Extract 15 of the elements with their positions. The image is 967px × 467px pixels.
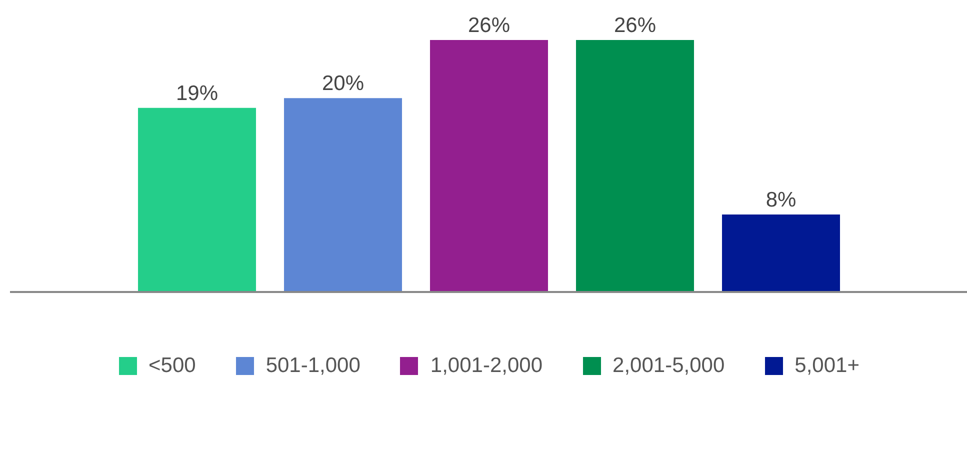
legend-label: 1,001-2,000	[430, 354, 543, 378]
data-label: 26%	[468, 14, 510, 37]
data-label: 8%	[766, 188, 796, 212]
bar	[722, 214, 840, 292]
bar	[576, 40, 694, 292]
legend-label: <500	[148, 354, 196, 378]
bar	[430, 40, 548, 292]
data-label: 19%	[176, 82, 218, 105]
legend-label: 2,001-5,000	[612, 354, 725, 378]
bar	[138, 108, 256, 292]
data-label: 20%	[322, 72, 364, 96]
bar	[284, 98, 402, 292]
legend-label: 501-1,000	[266, 354, 360, 378]
data-label: 26%	[614, 14, 656, 37]
legend-label: 5,001+	[794, 354, 860, 378]
